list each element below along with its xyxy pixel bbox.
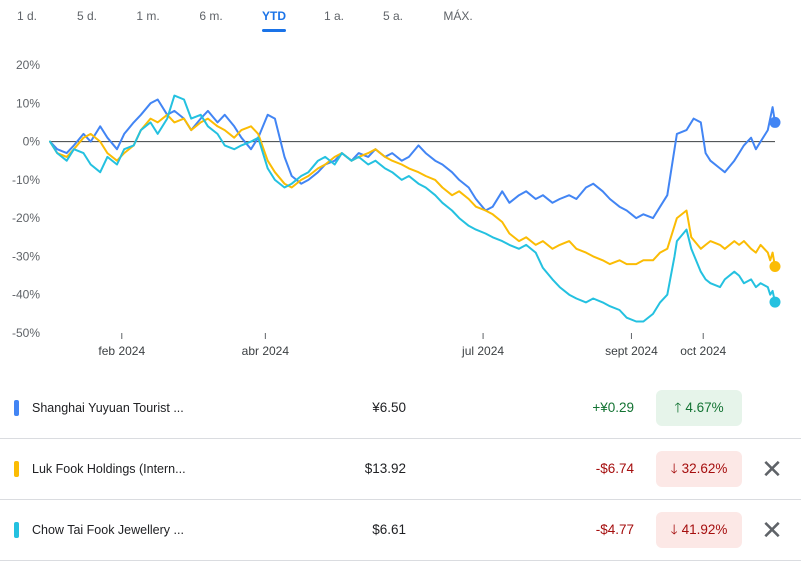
arrow-up-icon: 🡑 — [674, 400, 682, 415]
series-line — [49, 98, 776, 220]
tab-label: 5 d. — [76, 9, 98, 23]
x-tick-label: sept 2024 — [605, 344, 658, 358]
stock-name: Shanghai Yuyuan Tourist ... — [32, 401, 184, 415]
tab-6m[interactable]: 6 m. — [199, 9, 222, 23]
stock-name: Luk Fook Holdings (Intern... — [32, 462, 186, 476]
series-end-marker — [769, 260, 781, 272]
y-tick-label: -50% — [12, 326, 40, 340]
percent-change-badge: 🡓 41.92% — [656, 512, 742, 548]
price-change: -$4.77 — [595, 522, 634, 537]
price-change: -$6.74 — [595, 461, 634, 476]
x-tick-label: feb 2024 — [98, 344, 145, 358]
comparison-list: Shanghai Yuyuan Tourist ... ¥6.50 +¥0.29… — [0, 378, 801, 561]
y-tick-label: 0% — [23, 135, 41, 149]
tab-label: 5 a. — [382, 9, 404, 23]
comparison-chart: 20% 10% 0% -10% -20% -30% -40% -50% feb 2024 abr … — [12, 58, 781, 358]
stock-name: Chow Tai Fook Jewellery ... — [32, 523, 184, 537]
arrow-down-icon: 🡓 — [670, 522, 678, 537]
list-item[interactable]: Chow Tai Fook Jewellery ... $6.61 -$4.77… — [0, 500, 801, 561]
tab-5a[interactable]: 5 a. — [383, 9, 403, 23]
range-tabs: 1 d. 5 d. 1 m. 6 m. YTD 1 a. 5 a. MÁX. — [0, 0, 801, 36]
tab-1d[interactable]: 1 d. — [17, 9, 37, 23]
list-item[interactable]: Luk Fook Holdings (Intern... $13.92 -$6.… — [0, 439, 801, 500]
tab-label: 1 m. — [136, 9, 160, 23]
tab-label: MÁX. — [443, 9, 473, 23]
series-color-swatch — [14, 400, 19, 416]
y-tick-label: -40% — [12, 288, 40, 302]
series-line — [49, 113, 776, 268]
x-tick-label: jul 2024 — [461, 344, 504, 358]
series-color-swatch — [14, 522, 19, 538]
tab-5d[interactable]: 5 d. — [77, 9, 97, 23]
arrow-down-icon: 🡓 — [670, 461, 678, 476]
tab-label: YTD — [262, 9, 286, 23]
close-icon[interactable]: ✕ — [761, 454, 783, 484]
tab-1m[interactable]: 1 m. — [136, 9, 159, 23]
series-end-marker — [769, 116, 781, 128]
y-tick-label: -30% — [12, 249, 40, 263]
list-item[interactable]: Shanghai Yuyuan Tourist ... ¥6.50 +¥0.29… — [0, 378, 801, 439]
price-change: +¥0.29 — [592, 400, 634, 415]
y-tick-label: -10% — [12, 173, 40, 187]
y-tick-label: -20% — [12, 211, 40, 225]
y-tick-label: 10% — [16, 96, 40, 110]
tab-label: 1 d. — [16, 9, 38, 23]
x-tick-label: abr 2024 — [242, 344, 290, 358]
tab-label: 6 m. — [199, 9, 223, 23]
stock-price: $13.92 — [364, 461, 406, 476]
percent-change-badge: 🡓 32.62% — [656, 451, 742, 487]
percent-change-value: 4.67% — [685, 400, 724, 415]
close-icon[interactable]: ✕ — [761, 515, 783, 545]
series-line — [49, 94, 776, 323]
tab-max[interactable]: MÁX. — [443, 9, 472, 23]
stock-price: ¥6.50 — [372, 400, 406, 415]
series-end-marker — [769, 296, 781, 308]
x-tick-label: oct 2024 — [680, 344, 726, 358]
percent-change-value: 41.92% — [681, 522, 728, 537]
percent-change-value: 32.62% — [681, 461, 728, 476]
stock-price: $6.61 — [372, 522, 406, 537]
y-tick-label: 20% — [16, 58, 40, 72]
tab-1a[interactable]: 1 a. — [324, 9, 344, 23]
series-color-swatch — [14, 461, 19, 477]
percent-change-badge: 🡑 4.67% — [656, 390, 742, 426]
tab-ytd[interactable]: YTD — [262, 9, 286, 32]
tab-label: 1 a. — [323, 9, 345, 23]
